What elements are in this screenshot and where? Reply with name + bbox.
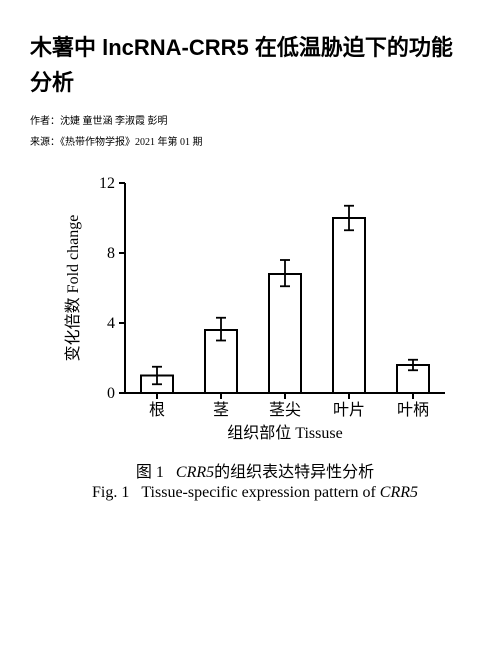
caption-en: Fig. 1 Tissue-specific expression patter… (30, 484, 480, 502)
svg-text:0: 0 (107, 385, 115, 402)
source-line: 来源：《热带作物学报》2021 年第 01 期 (30, 133, 472, 148)
authors-label: 作者： (30, 116, 60, 127)
gene-name-en: CRR5 (380, 484, 418, 501)
svg-text:茎尖: 茎尖 (269, 401, 301, 419)
svg-text:变化倍数 Fold change: 变化倍数 Fold change (64, 215, 82, 362)
authors-line: 作者：沈婕 童世涵 李淑霞 彭明 (30, 112, 472, 127)
svg-text:叶片: 叶片 (333, 401, 365, 419)
gene-name-cn: CRR5 (176, 464, 214, 481)
page-title: 木薯中 lncRNA-CRR5 在低温胁迫下的功能分析 (30, 30, 472, 100)
source-text: 《热带作物学报》2021 年第 01 期 (60, 137, 203, 148)
svg-text:叶柄: 叶柄 (397, 401, 429, 419)
svg-text:根: 根 (149, 401, 165, 419)
svg-text:4: 4 (107, 315, 115, 332)
fig-label-en: Fig. 1 (92, 484, 129, 501)
chart-svg: 0 4 8 12 根 茎 茎尖 叶片 叶柄组织部位 Tissuse 变化倍数 Fold chang… (50, 168, 460, 448)
svg-text:组织部位 Tissuse: 组织部位 Tissuse (227, 424, 342, 442)
svg-text:茎: 茎 (213, 401, 229, 419)
bar-chart: 0 4 8 12 根 茎 茎尖 叶片 叶柄组织部位 Tissuse 变化倍数 Fold chang… (50, 168, 460, 448)
svg-text:8: 8 (107, 245, 115, 262)
caption-text-en: Tissue-specific expression pattern of (141, 484, 379, 501)
caption-cn: 图 1 CRR5的组织表达特异性分析 (30, 458, 480, 482)
authors-text: 沈婕 童世涵 李淑霞 彭明 (60, 116, 168, 127)
svg-text:12: 12 (99, 175, 115, 192)
source-label: 来源： (30, 137, 60, 148)
caption-text-cn: 的组织表达特异性分析 (214, 464, 374, 481)
fig-label-cn: 图 1 (136, 464, 164, 481)
figure-caption: 图 1 CRR5的组织表达特异性分析 Fig. 1 Tissue-specifi… (30, 458, 480, 502)
